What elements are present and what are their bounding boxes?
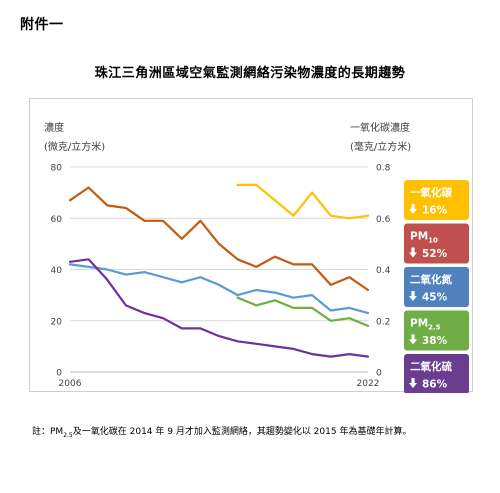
series-line: [236, 296, 370, 327]
footnote: 註：PM2.5及一氧化碳在 2014 年 9 月才加入監測網絡，其趨勢變化以 2…: [32, 424, 492, 439]
footnote-text: 及一氧化碳在 2014 年 9 月才加入監測網絡，其趨勢變化以 2015 年為基…: [72, 427, 412, 437]
series-line: [236, 183, 370, 220]
series-line: [68, 258, 370, 358]
legend-label: 一氧化碳: [410, 186, 452, 199]
legend-swatch: [404, 180, 469, 220]
y-axis-title-right: 一氧化碳濃度: [350, 121, 410, 134]
legend-change: 38%: [422, 335, 448, 347]
y-axis-unit-left: (微克/立方米): [44, 140, 105, 153]
down-arrow-icon: [409, 334, 417, 345]
legend-item: 二氧化硫 86%: [404, 354, 469, 393]
legend-label: PM10: [410, 231, 438, 245]
footnote-prefix: 註：PM: [32, 427, 64, 437]
y-tick-label-right: 0.8: [376, 164, 391, 174]
footnote-subscript: 2.5: [63, 431, 73, 439]
legend-swatch: [404, 310, 469, 351]
y-tick-label-right: 0: [376, 369, 382, 379]
annex-label: 附件一: [20, 17, 64, 33]
legend-change: 52%: [422, 248, 448, 260]
line-chart: 0 20 40 60 80 0 0.2 0.4 0.6 0.8 2006 2022 濃度 (微克/立方米)…: [44, 121, 469, 393]
legend-item: 二氧化氮 45%: [404, 267, 469, 307]
y-axis-title-left: 濃度: [44, 121, 64, 134]
y-tick-label-left: 0: [56, 369, 62, 379]
legend-label: PM2.5: [410, 318, 441, 332]
y-tick-label-left: 80: [51, 164, 63, 174]
legend-change: 16%: [422, 205, 448, 217]
y-tick-label-left: 20: [51, 317, 63, 327]
legend-item: PM2.5 38%: [404, 310, 469, 351]
legend-swatch: [404, 223, 469, 264]
y-axis-unit-right: (毫克/立方米): [350, 140, 411, 153]
legend-change: 45%: [422, 292, 448, 304]
down-arrow-icon: [409, 291, 417, 301]
series-line: [68, 186, 370, 292]
down-arrow-icon: [409, 378, 417, 388]
legend-label: 二氧化硫: [410, 360, 452, 373]
y-tick-label-right: 0.4: [376, 266, 391, 276]
legend-change: 86%: [422, 379, 448, 391]
y-tick-label-right: 0.2: [376, 317, 390, 327]
legend-swatch: [404, 354, 469, 393]
down-arrow-icon: [409, 204, 417, 214]
legend-item: PM10 52%: [404, 223, 469, 264]
legend-swatch: [404, 267, 469, 307]
y-tick-label-right: 0.6: [376, 215, 391, 225]
chart-title: 珠江三角洲區域空氣監測網絡污染物濃度的長期趨勢: [94, 66, 406, 81]
y-tick-label-left: 40: [51, 266, 63, 276]
x-tick-label: 2022: [357, 379, 380, 389]
y-tick-label-left: 60: [51, 215, 63, 225]
chart-frame: 0 20 40 60 80 0 0.2 0.4 0.6 0.8 2006 2022 濃度 (微克/立方米)…: [29, 98, 473, 393]
legend-item: 一氧化碳 16%: [404, 180, 469, 220]
down-arrow-icon: [409, 247, 417, 258]
series-line: [68, 263, 370, 315]
x-tick-label: 2006: [59, 379, 82, 389]
legend-label: 二氧化氮: [410, 273, 452, 286]
